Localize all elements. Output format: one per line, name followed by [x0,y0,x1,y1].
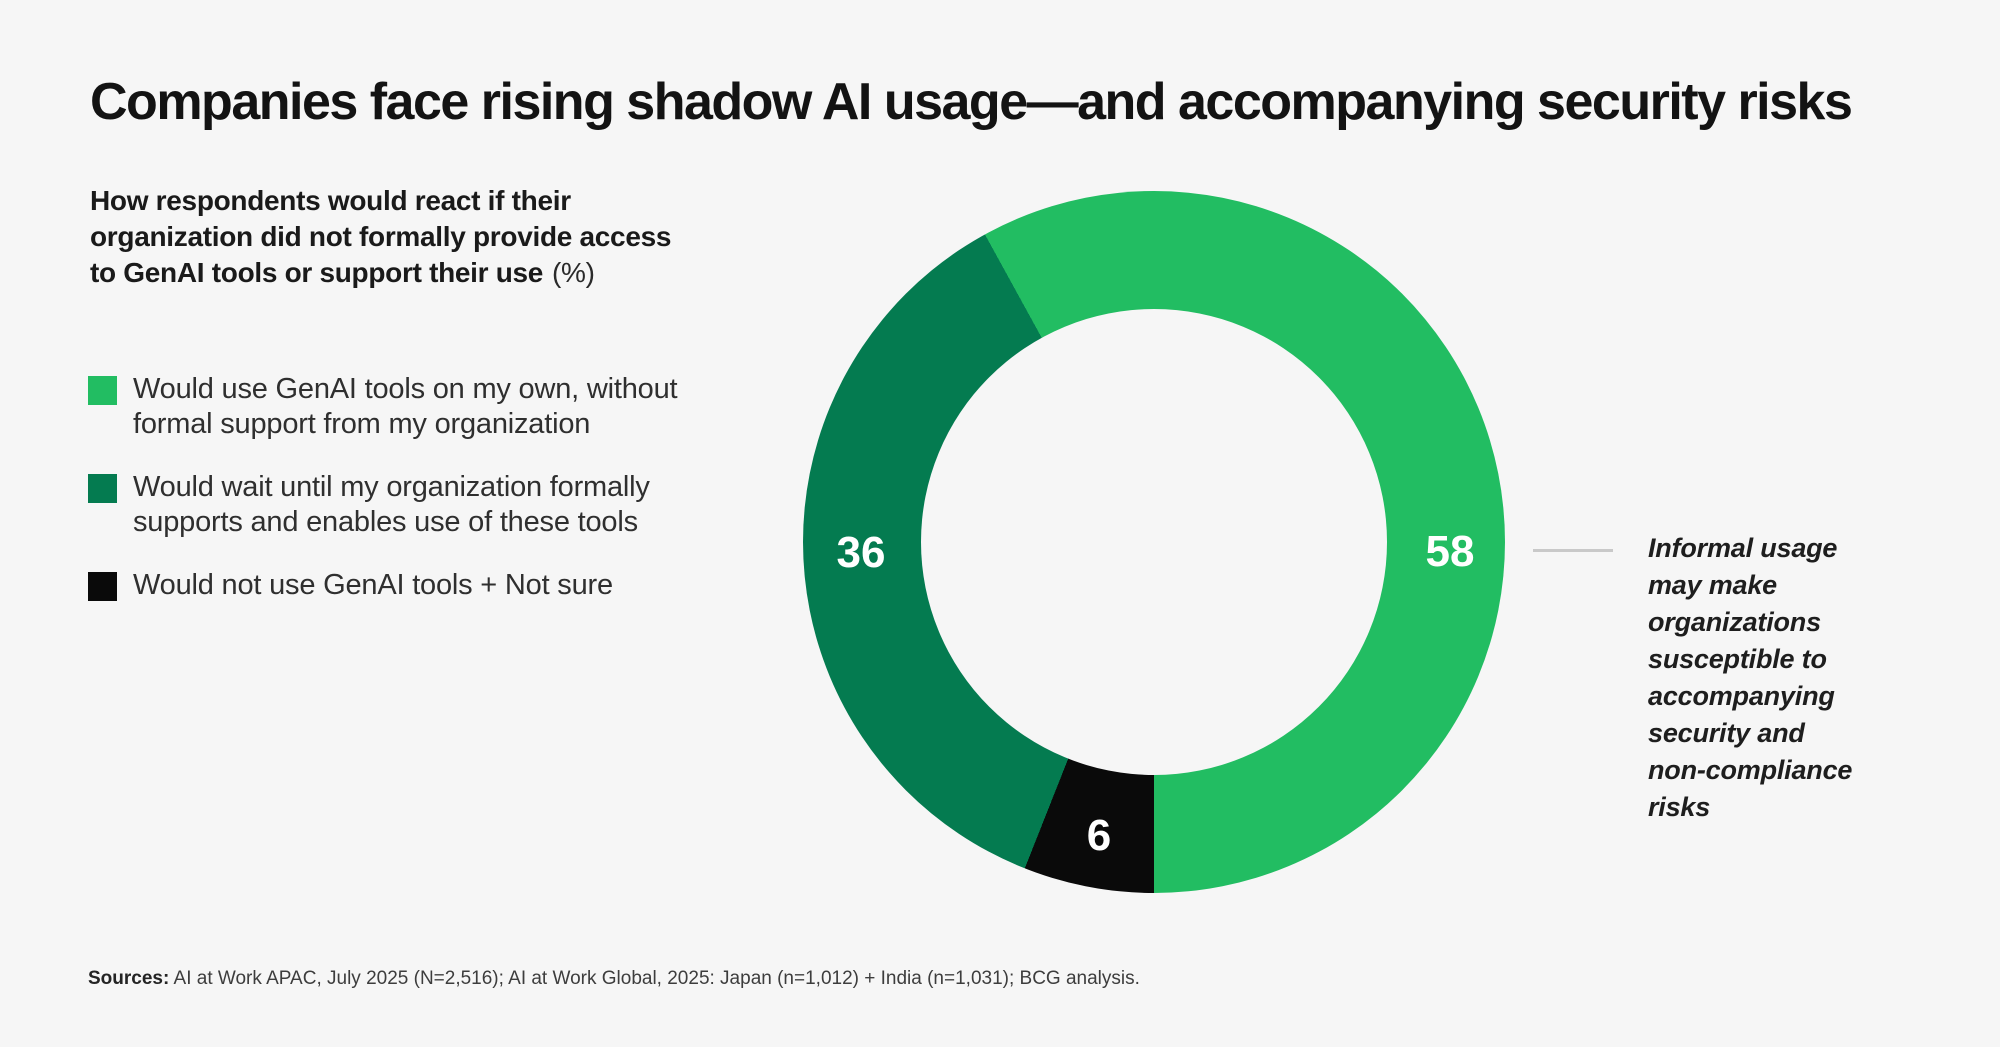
sources-text: AI at Work APAC, July 2025 (N=2,516); AI… [169,968,1140,989]
donut-value-label: 58 [1425,527,1475,576]
legend-item-label: Would not use GenAI tools + Not sure [133,569,613,601]
chart-legend: Would use GenAI tools on my own, without… [88,372,728,631]
legend-swatch-darkgreen-icon [88,474,117,503]
donut-chart: 58 36 6 [803,191,1505,893]
legend-item-label: Would wait until my organization formall… [133,471,650,538]
sources-line: Sources: AI at Work APAC, July 2025 (N=2… [88,968,1488,990]
annotation-text: Informal usage may make organizations su… [1648,533,1853,822]
donut-value-label: 6 [1086,811,1112,860]
legend-item: Would not use GenAI tools + Not sure [88,568,728,603]
chart-subtitle: How respondents would react if their org… [90,183,790,291]
page-title: Companies face rising shadow AI usage—an… [90,73,1853,131]
legend-item-label: Would use GenAI tools on my own, without… [133,373,678,440]
donut-hole [921,309,1387,775]
legend-item: Would use GenAI tools on my own, without… [88,372,728,442]
chart-subtitle-unit: (%) [552,257,595,288]
legend-item: Would wait until my organization formall… [88,470,728,540]
legend-swatch-black-icon [88,572,117,601]
sources-label: Sources: [88,968,170,989]
donut-value-label: 36 [836,528,886,577]
annotation-connector-line [1533,549,1613,552]
chart-subtitle-text: How respondents would react if their org… [90,185,672,288]
legend-swatch-green-icon [88,376,117,405]
